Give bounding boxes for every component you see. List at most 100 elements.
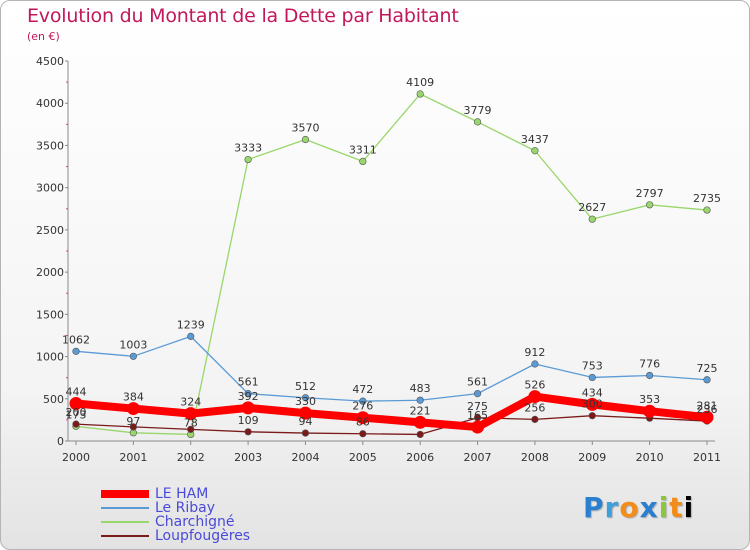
data-label-le-ham: 353 xyxy=(639,393,660,406)
y-tick-label: 1000 xyxy=(36,351,64,364)
data-label-loupfougeres: 236 xyxy=(697,403,718,416)
data-point-charchigne xyxy=(244,155,252,164)
data-point-charchigne xyxy=(588,215,596,223)
legend-item-charchigne: Charchigné xyxy=(101,515,250,529)
logo-letter: o xyxy=(619,491,640,524)
data-label-le-ribay: 1003 xyxy=(119,338,147,351)
data-label-charchigne: 78 xyxy=(184,416,198,429)
x-tick-label: 2011 xyxy=(693,451,721,464)
data-point-le-ham xyxy=(528,390,542,404)
x-tick-label: 2001 xyxy=(119,451,147,464)
data-point-loupfougeres xyxy=(301,429,310,437)
data-label-loupfougeres: 94 xyxy=(298,415,312,428)
logo-letter: i xyxy=(683,491,695,524)
legend: LE HAM Le Ribay Charchigné Loupfougères xyxy=(101,487,250,543)
data-label-le-ham: 384 xyxy=(123,391,144,404)
data-point-le-ribay xyxy=(416,396,424,404)
x-tick-label: 2004 xyxy=(291,451,319,464)
data-label-le-ham: 324 xyxy=(180,396,201,409)
data-label-le-ribay: 725 xyxy=(697,362,718,375)
data-point-le-ham xyxy=(643,404,657,418)
data-label-charchigne: 2627 xyxy=(578,201,606,214)
data-point-le-ham xyxy=(356,411,370,425)
logo-letter: i xyxy=(658,491,670,524)
y-tick-label: 2000 xyxy=(36,266,64,279)
data-label-loupfougeres: 86 xyxy=(356,416,370,429)
data-point-le-ham xyxy=(700,410,714,424)
legend-label-le-ribay: Le Ribay xyxy=(155,500,215,516)
x-tick-label: 2003 xyxy=(234,451,262,464)
y-tick-label: 4000 xyxy=(36,97,64,110)
data-point-le-ham xyxy=(241,401,255,415)
x-tick-label: 2008 xyxy=(521,451,549,464)
series-line-le-ham xyxy=(72,392,711,432)
legend-swatch-charchigne xyxy=(101,521,149,523)
data-point-loupfougeres xyxy=(244,428,252,436)
x-tick-label: 2002 xyxy=(177,451,205,464)
x-tick-label: 2006 xyxy=(406,451,434,464)
data-label-le-ham: 221 xyxy=(410,404,431,417)
data-label-le-ribay: 472 xyxy=(352,383,373,396)
data-point-le-ham xyxy=(69,397,83,411)
y-tick-label: 0 xyxy=(57,435,64,448)
legend-label-le-ham: LE HAM xyxy=(155,486,209,502)
y-tick-label: 2500 xyxy=(36,224,64,237)
data-point-charchigne xyxy=(646,201,654,209)
data-label-le-ham: 526 xyxy=(524,379,545,392)
x-tick-label: 2010 xyxy=(636,451,664,464)
chart-title: Evolution du Montant de la Dette par Hab… xyxy=(27,5,459,27)
data-label-le-ribay: 1062 xyxy=(62,333,90,346)
data-label-le-ribay: 561 xyxy=(238,376,259,389)
data-label-le-ham: 330 xyxy=(295,395,316,408)
logo-letter: r xyxy=(604,491,620,524)
chart-subtitle: (en €) xyxy=(27,30,60,43)
series-line-charchigne xyxy=(75,93,708,436)
data-label-loupfougeres: 200 xyxy=(66,406,87,419)
proxiti-logo: Proxiti xyxy=(583,491,694,524)
data-point-le-ribay xyxy=(703,376,711,384)
series-line-loupfougeres xyxy=(75,415,708,436)
data-label-le-ham: 444 xyxy=(66,386,87,399)
data-point-le-ribay xyxy=(473,390,482,398)
data-label-charchigne: 2797 xyxy=(636,187,664,200)
y-tick-label: 4500 xyxy=(36,55,64,68)
logo-letter: t xyxy=(669,491,684,524)
data-point-loupfougeres xyxy=(187,425,195,433)
data-label-loupfougeres: 256 xyxy=(524,401,545,414)
data-point-le-ribay xyxy=(359,397,367,405)
y-tick-label: 3000 xyxy=(36,182,64,195)
data-point-le-ribay xyxy=(646,371,654,380)
legend-item-loupfougeres: Loupfougères xyxy=(101,529,250,543)
data-label-le-ham: 276 xyxy=(352,400,373,413)
data-label-charchigne: 3570 xyxy=(291,122,319,135)
data-point-charchigne xyxy=(129,429,137,437)
data-label-charchigne: 3333 xyxy=(234,142,262,155)
data-label-charchigne: 3779 xyxy=(464,104,492,117)
logo-letter: P xyxy=(583,491,605,524)
data-label-le-ham: 165 xyxy=(467,409,488,422)
data-label-charchigne: 3311 xyxy=(349,143,377,156)
data-point-le-ham xyxy=(585,397,599,411)
x-tick-label: 2000 xyxy=(62,451,90,464)
data-point-le-ribay xyxy=(244,390,252,398)
data-point-le-ribay xyxy=(588,373,596,382)
data-label-charchigne: 4109 xyxy=(406,76,434,89)
data-point-charchigne xyxy=(359,157,367,166)
x-tick-label: 2005 xyxy=(349,451,377,464)
legend-swatch-le-ribay xyxy=(101,507,149,509)
data-label-le-ham: 434 xyxy=(582,386,603,399)
legend-swatch-loupfougeres xyxy=(101,535,149,537)
data-label-le-ham: 281 xyxy=(697,399,718,412)
legend-label-charchigne: Charchigné xyxy=(155,514,235,530)
data-label-le-ribay: 753 xyxy=(582,359,603,372)
legend-swatch-le-ham xyxy=(101,490,149,498)
data-label-le-ribay: 1239 xyxy=(177,318,205,331)
data-label-le-ribay: 561 xyxy=(467,376,488,389)
data-point-charchigne xyxy=(703,206,711,214)
data-point-le-ribay xyxy=(187,332,195,340)
data-point-loupfougeres xyxy=(72,420,80,428)
data-point-charchigne xyxy=(473,118,482,126)
x-tick-label: 2007 xyxy=(464,451,492,464)
